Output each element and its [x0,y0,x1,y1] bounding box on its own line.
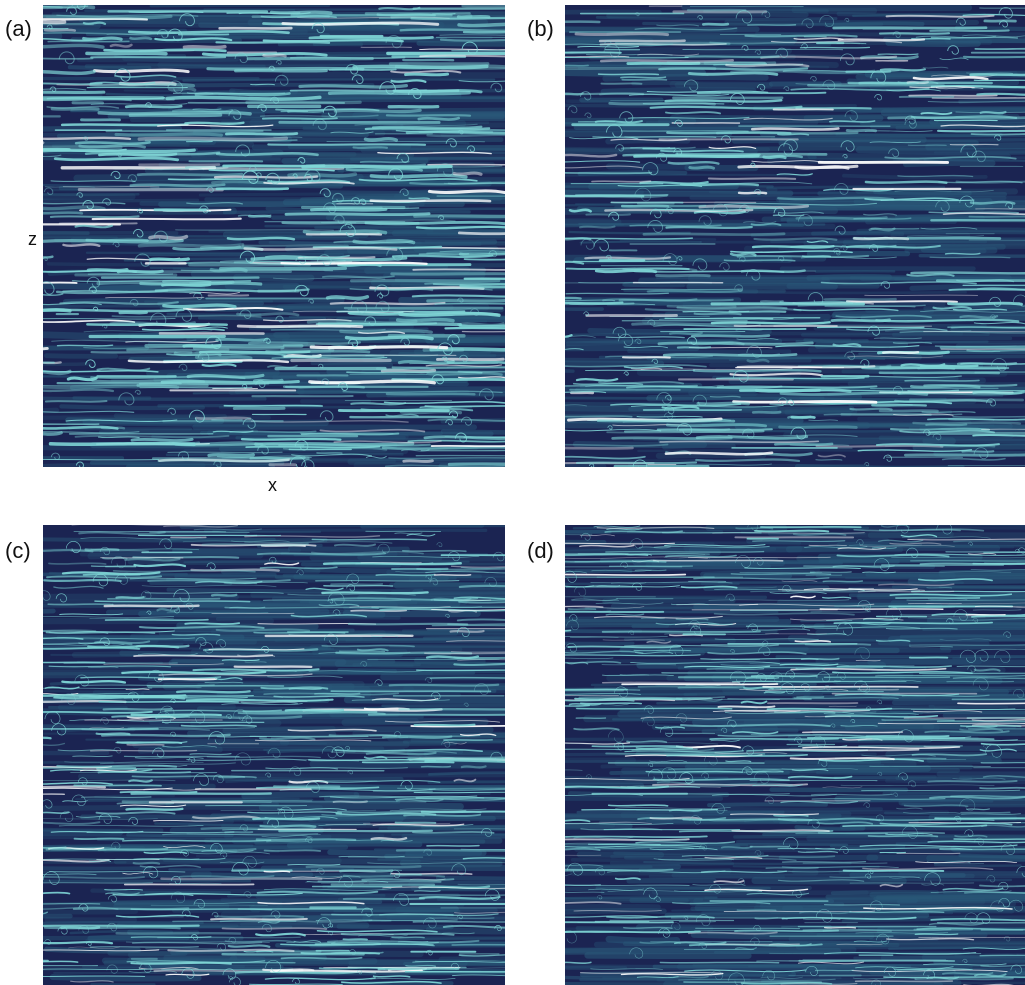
z-axis-label: z [28,229,37,249]
panel-label-a: (a) [5,16,32,41]
panel-label-d: (d) [527,538,554,563]
panel-label-b: (b) [527,16,554,41]
x-axis-label: x [268,475,277,495]
turbulence-field-b [565,5,1025,467]
panel-label-c: (c) [5,538,31,563]
turbulence-field-d [565,525,1025,985]
turbulence-field-a [43,5,505,467]
turbulence-field-c [43,525,505,985]
